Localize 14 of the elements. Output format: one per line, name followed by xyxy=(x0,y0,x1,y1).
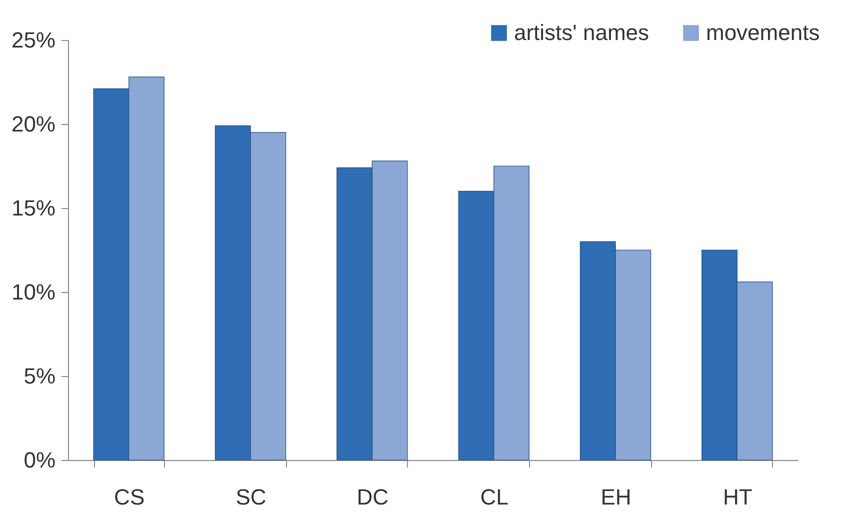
y-tick-label: 10% xyxy=(11,280,56,304)
y-tick-label: 25% xyxy=(11,28,56,52)
x-tick-label: DC xyxy=(356,484,389,510)
y-tick-label: 5% xyxy=(24,364,56,388)
x-tick-label: EH xyxy=(600,484,632,510)
y-tick-label: 0% xyxy=(24,448,56,472)
x-tick-label: CL xyxy=(480,484,508,510)
x-tick-label: CS xyxy=(114,484,145,510)
x-tick-label: SC xyxy=(236,484,266,510)
y-tick-label: 20% xyxy=(11,112,56,136)
y-tick-label: 15% xyxy=(11,196,56,220)
x-tick-label: HT xyxy=(723,484,752,510)
legend-label: artists' names xyxy=(514,20,650,45)
legend-label: movements xyxy=(706,20,820,45)
